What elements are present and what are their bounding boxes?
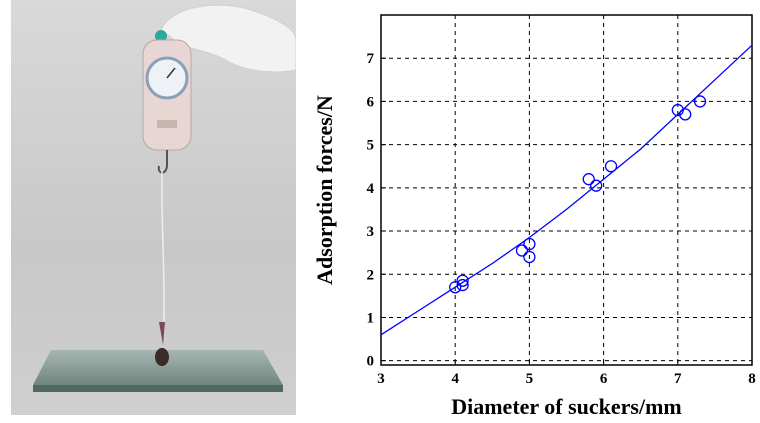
glove-hand-icon xyxy=(160,4,296,73)
data-point xyxy=(693,95,707,108)
scale-knob-icon xyxy=(155,30,167,42)
experiment-photo xyxy=(11,0,296,415)
data-point xyxy=(671,103,684,117)
scale-hook-icon xyxy=(157,150,168,174)
fit-curve xyxy=(380,44,753,336)
data-point xyxy=(456,274,469,287)
y-axis-label: Adsorption forces/N xyxy=(312,95,337,285)
data-point xyxy=(582,173,595,186)
data-point xyxy=(515,244,529,257)
plot-frame xyxy=(380,14,753,366)
x-tick-label: 7 xyxy=(674,371,682,387)
y-tick-label: 7 xyxy=(367,51,375,67)
data-point xyxy=(449,281,462,294)
data-points xyxy=(449,95,707,294)
y-tick-label: 2 xyxy=(367,267,375,283)
x-tick-label: 5 xyxy=(526,371,534,387)
y-tick-label: 3 xyxy=(367,224,375,240)
x-axis-label: Diameter of suckers/mm xyxy=(451,394,682,419)
x-tick-label: 4 xyxy=(451,371,459,387)
data-point xyxy=(590,179,603,192)
y-tick-label: 4 xyxy=(367,181,375,197)
y-tick-label: 1 xyxy=(367,310,375,326)
x-tick-label: 6 xyxy=(600,371,608,387)
string-icon xyxy=(161,169,165,331)
adsorption-force-chart: 3 4 5 6 7 8 0 1 2 3 4 5 6 7 Diameter of suckers/mm Ad… xyxy=(312,14,756,419)
data-point xyxy=(523,250,536,264)
axis-ticks: 3 4 5 6 7 8 0 1 2 3 4 5 6 7 xyxy=(367,51,756,387)
x-tick-label: 8 xyxy=(748,371,756,387)
glass-plate-icon xyxy=(33,350,283,385)
data-point xyxy=(604,160,618,173)
data-point xyxy=(456,278,469,292)
data-point xyxy=(679,108,692,121)
sucker-specimen-icon xyxy=(155,348,169,366)
y-tick-label: 5 xyxy=(367,138,375,154)
grid-lines xyxy=(381,15,752,365)
data-point xyxy=(523,237,536,251)
x-tick-label: 3 xyxy=(377,371,385,387)
y-tick-label: 6 xyxy=(367,94,375,110)
y-tick-label: 0 xyxy=(367,354,375,370)
